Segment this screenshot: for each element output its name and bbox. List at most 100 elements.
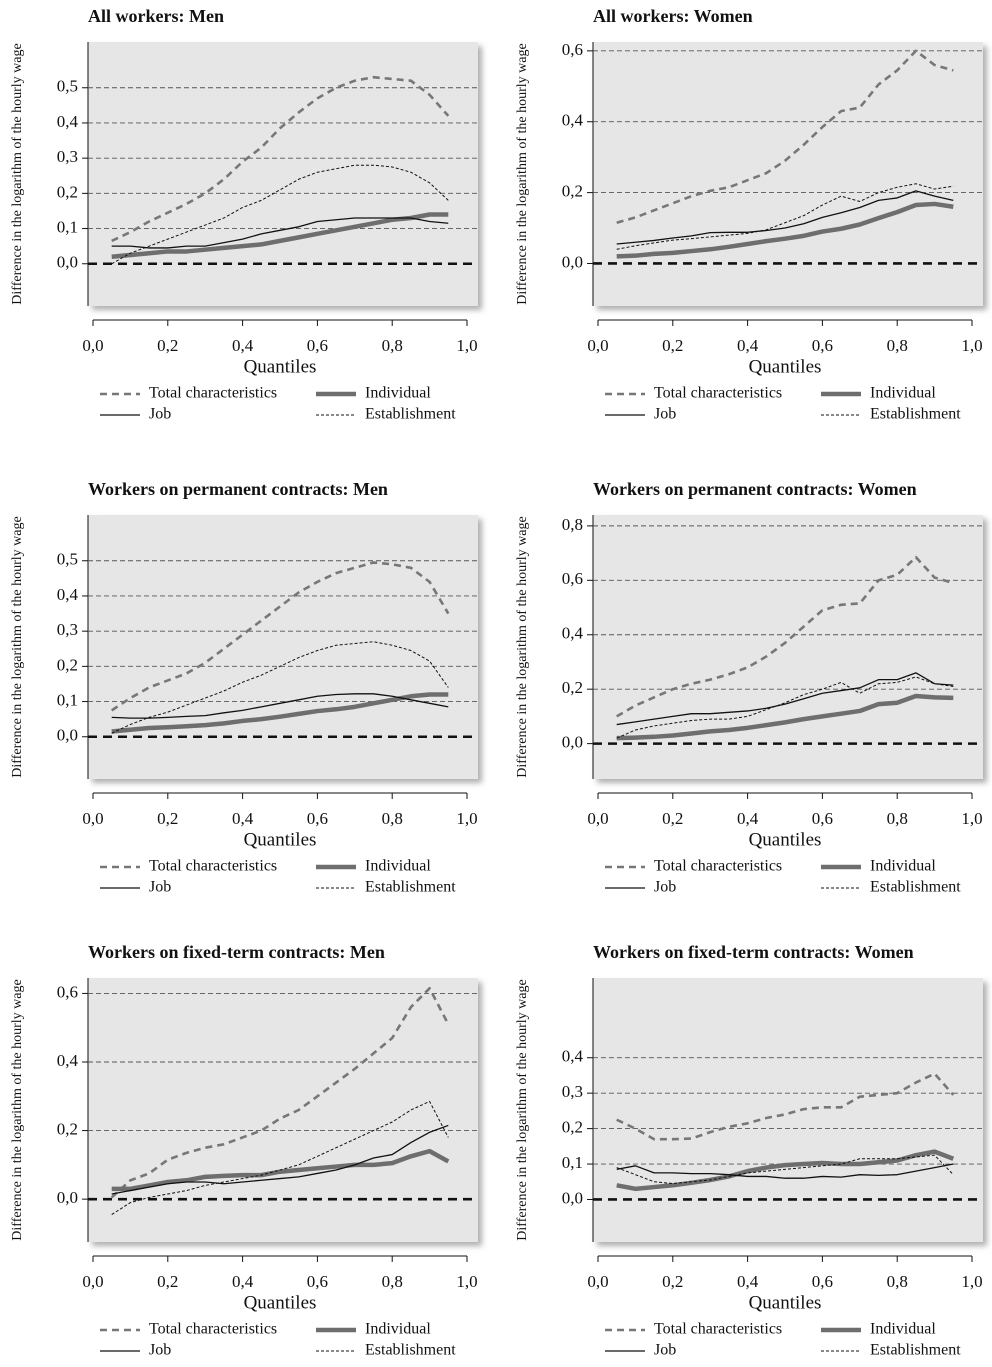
- x-tick-label: 0,6: [812, 336, 833, 355]
- x-tick-label: 0,6: [307, 809, 328, 828]
- legend-label: Job: [654, 1342, 676, 1359]
- chart-panel: 0,0 0,2 0,4 0,6 0,0 0,2 0,4 0,6 0,8 1,0 Quantiles D…: [10, 942, 482, 1359]
- legend-label: Establishment: [870, 406, 961, 423]
- y-axis-label: Difference in the logarithm of the hourl…: [515, 979, 530, 1240]
- series-line: [111, 1148, 450, 1192]
- legend-label: Individual: [870, 1321, 936, 1338]
- plot-area: [88, 978, 478, 1242]
- y-axis-label: Difference in the logarithm of the hourl…: [515, 516, 530, 777]
- x-tick-label: 0,4: [232, 336, 254, 355]
- x-tick-label: 1,0: [961, 1272, 982, 1291]
- y-tick-label: 0,1: [562, 1153, 583, 1172]
- chart-panel: 0,0 0,1 0,2 0,3 0,4 0,5 0,0 0,2 0,4 0,6 0,8 1,0 Quan…: [10, 479, 482, 896]
- series-line: [616, 1072, 955, 1141]
- chart-title: Workers on permanent contracts: Men: [88, 479, 388, 499]
- x-axis-label: Quantiles: [244, 1292, 317, 1313]
- y-tick-label: 0,2: [57, 1119, 78, 1138]
- legend-label: Job: [149, 879, 171, 896]
- legend-label: Establishment: [870, 879, 961, 896]
- y-tick-label: 0,0: [562, 252, 583, 271]
- y-tick-label: 0,6: [562, 569, 583, 588]
- y-axis-label: Difference in the logarithm of the hourl…: [10, 43, 25, 304]
- series-line: [110, 561, 450, 712]
- chart-title: All workers: Men: [88, 6, 224, 26]
- x-axis-label: Quantiles: [244, 356, 317, 377]
- series-line: [111, 212, 449, 259]
- plot-area: [593, 978, 983, 1242]
- y-tick-label: 0,6: [57, 982, 78, 1001]
- x-tick-label: 0,8: [382, 1272, 403, 1291]
- chart-panel: 0,0 0,2 0,4 0,6 0,0 0,2 0,4 0,6 0,8 1,0 Quantiles D…: [515, 6, 987, 423]
- plot-area: [593, 515, 983, 779]
- legend-label: Establishment: [870, 1342, 961, 1359]
- y-tick-label: 0,2: [562, 678, 583, 697]
- plot-area: [593, 42, 983, 306]
- x-tick-label: 0,8: [382, 809, 403, 828]
- y-axis-label: Difference in the logarithm of the hourl…: [10, 979, 25, 1240]
- legend-label: Job: [654, 406, 676, 423]
- chart-panel: 0,0 0,2 0,4 0,6 0,8 0,0 0,2 0,4 0,6 0,8 1,0 Quantil…: [515, 479, 987, 896]
- legend-label: Individual: [870, 385, 936, 402]
- x-tick-label: 0,2: [662, 809, 683, 828]
- x-tick-label: 0,6: [307, 336, 328, 355]
- legend-label: Job: [654, 879, 676, 896]
- legend-label: Total characteristics: [654, 858, 782, 875]
- series-line: [616, 1154, 954, 1185]
- x-tick-label: 0,2: [157, 809, 178, 828]
- x-tick-label: 0,8: [382, 336, 403, 355]
- y-tick-label: 0,3: [562, 1082, 583, 1101]
- x-tick-label: 0,8: [887, 809, 908, 828]
- series-line: [111, 217, 449, 249]
- y-tick-label: 0,1: [57, 217, 78, 236]
- chart-title: Workers on fixed-term contracts: Women: [593, 942, 914, 962]
- x-axis-label: Quantiles: [244, 829, 317, 850]
- x-tick-label: 1,0: [456, 809, 477, 828]
- series-line: [111, 693, 449, 719]
- y-tick-label: 0,4: [57, 585, 79, 604]
- x-tick-label: 0,4: [737, 1272, 759, 1291]
- legend-label: Individual: [870, 858, 936, 875]
- x-tick-label: 1,0: [961, 809, 982, 828]
- x-axis-label: Quantiles: [749, 829, 822, 850]
- chart-panel: 0,0 0,1 0,2 0,3 0,4 0,5 0,0 0,2 0,4 0,6 0,8 1,0 Quan…: [10, 6, 482, 423]
- series-line: [616, 555, 954, 718]
- legend-label: Total characteristics: [149, 858, 277, 875]
- series-line: [616, 49, 954, 224]
- x-tick-label: 0,2: [157, 1272, 178, 1291]
- y-tick-label: 0,2: [562, 182, 583, 201]
- x-tick-label: 0,2: [157, 336, 178, 355]
- legend-label: Establishment: [365, 1342, 456, 1359]
- x-tick-label: 0,4: [737, 336, 759, 355]
- chart-title: Workers on permanent contracts: Women: [593, 479, 917, 499]
- y-axis-label: Difference in the logarithm of the hourl…: [10, 516, 25, 777]
- x-tick-label: 0,0: [82, 1272, 103, 1291]
- series-line: [616, 1163, 954, 1179]
- legend-label: Total characteristics: [654, 1321, 782, 1338]
- series-line: [616, 693, 954, 741]
- series-line: [616, 190, 954, 245]
- y-tick-label: 0,2: [57, 655, 78, 674]
- x-axis-label: Quantiles: [749, 356, 822, 377]
- legend-label: Total characteristics: [149, 1321, 277, 1338]
- x-tick-label: 0,0: [587, 1272, 608, 1291]
- legend-label: Establishment: [365, 406, 456, 423]
- chart-title: Workers on fixed-term contracts: Men: [88, 942, 385, 962]
- x-tick-label: 0,6: [812, 1272, 833, 1291]
- legend-label: Individual: [365, 858, 431, 875]
- x-tick-label: 0,4: [232, 809, 254, 828]
- series-line: [111, 1124, 449, 1195]
- legend-label: Job: [149, 1342, 171, 1359]
- legend-label: Total characteristics: [149, 385, 277, 402]
- series-line: [111, 164, 449, 265]
- legend-label: Individual: [365, 1321, 431, 1338]
- y-tick-label: 0,5: [57, 550, 78, 569]
- legend-label: Individual: [365, 385, 431, 402]
- x-tick-label: 0,2: [662, 1272, 683, 1291]
- x-tick-label: 0,8: [887, 336, 908, 355]
- x-tick-label: 0,4: [737, 809, 759, 828]
- y-tick-label: 0,1: [57, 690, 78, 709]
- x-tick-label: 0,4: [232, 1272, 254, 1291]
- series-line: [111, 75, 450, 243]
- x-tick-label: 1,0: [961, 336, 982, 355]
